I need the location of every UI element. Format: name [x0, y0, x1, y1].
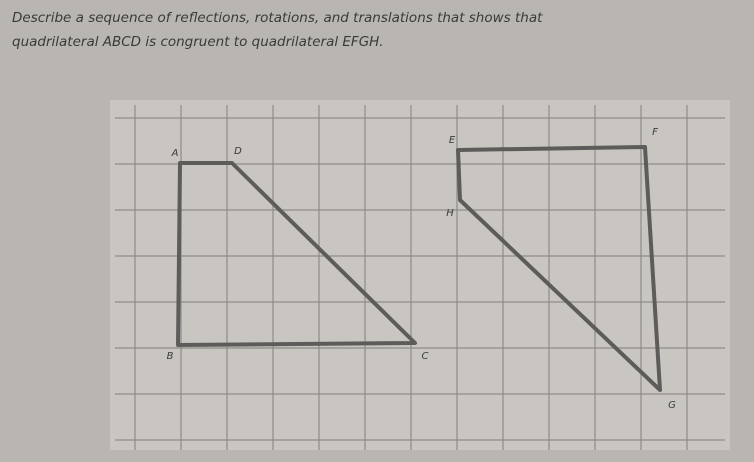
- quadrilaterals: [176, 145, 662, 392]
- vertex-label: D: [234, 146, 242, 157]
- vertex-label: F: [652, 127, 658, 138]
- question-line: Describe a sequence of reflections, rota…: [12, 10, 543, 26]
- quadrilateral-abcd: [176, 161, 417, 347]
- quadrilateral-efgh: [456, 145, 662, 392]
- vertex-label: A: [171, 148, 179, 159]
- paper: [110, 100, 730, 450]
- vertex-label: C: [422, 351, 429, 362]
- vertex-label: H: [446, 208, 454, 219]
- question-line: quadrilateral ABCD is congruent to quadr…: [12, 34, 384, 50]
- vertex-label: G: [668, 400, 676, 411]
- vertex-label: B: [167, 351, 174, 362]
- vertex-label: E: [449, 135, 456, 146]
